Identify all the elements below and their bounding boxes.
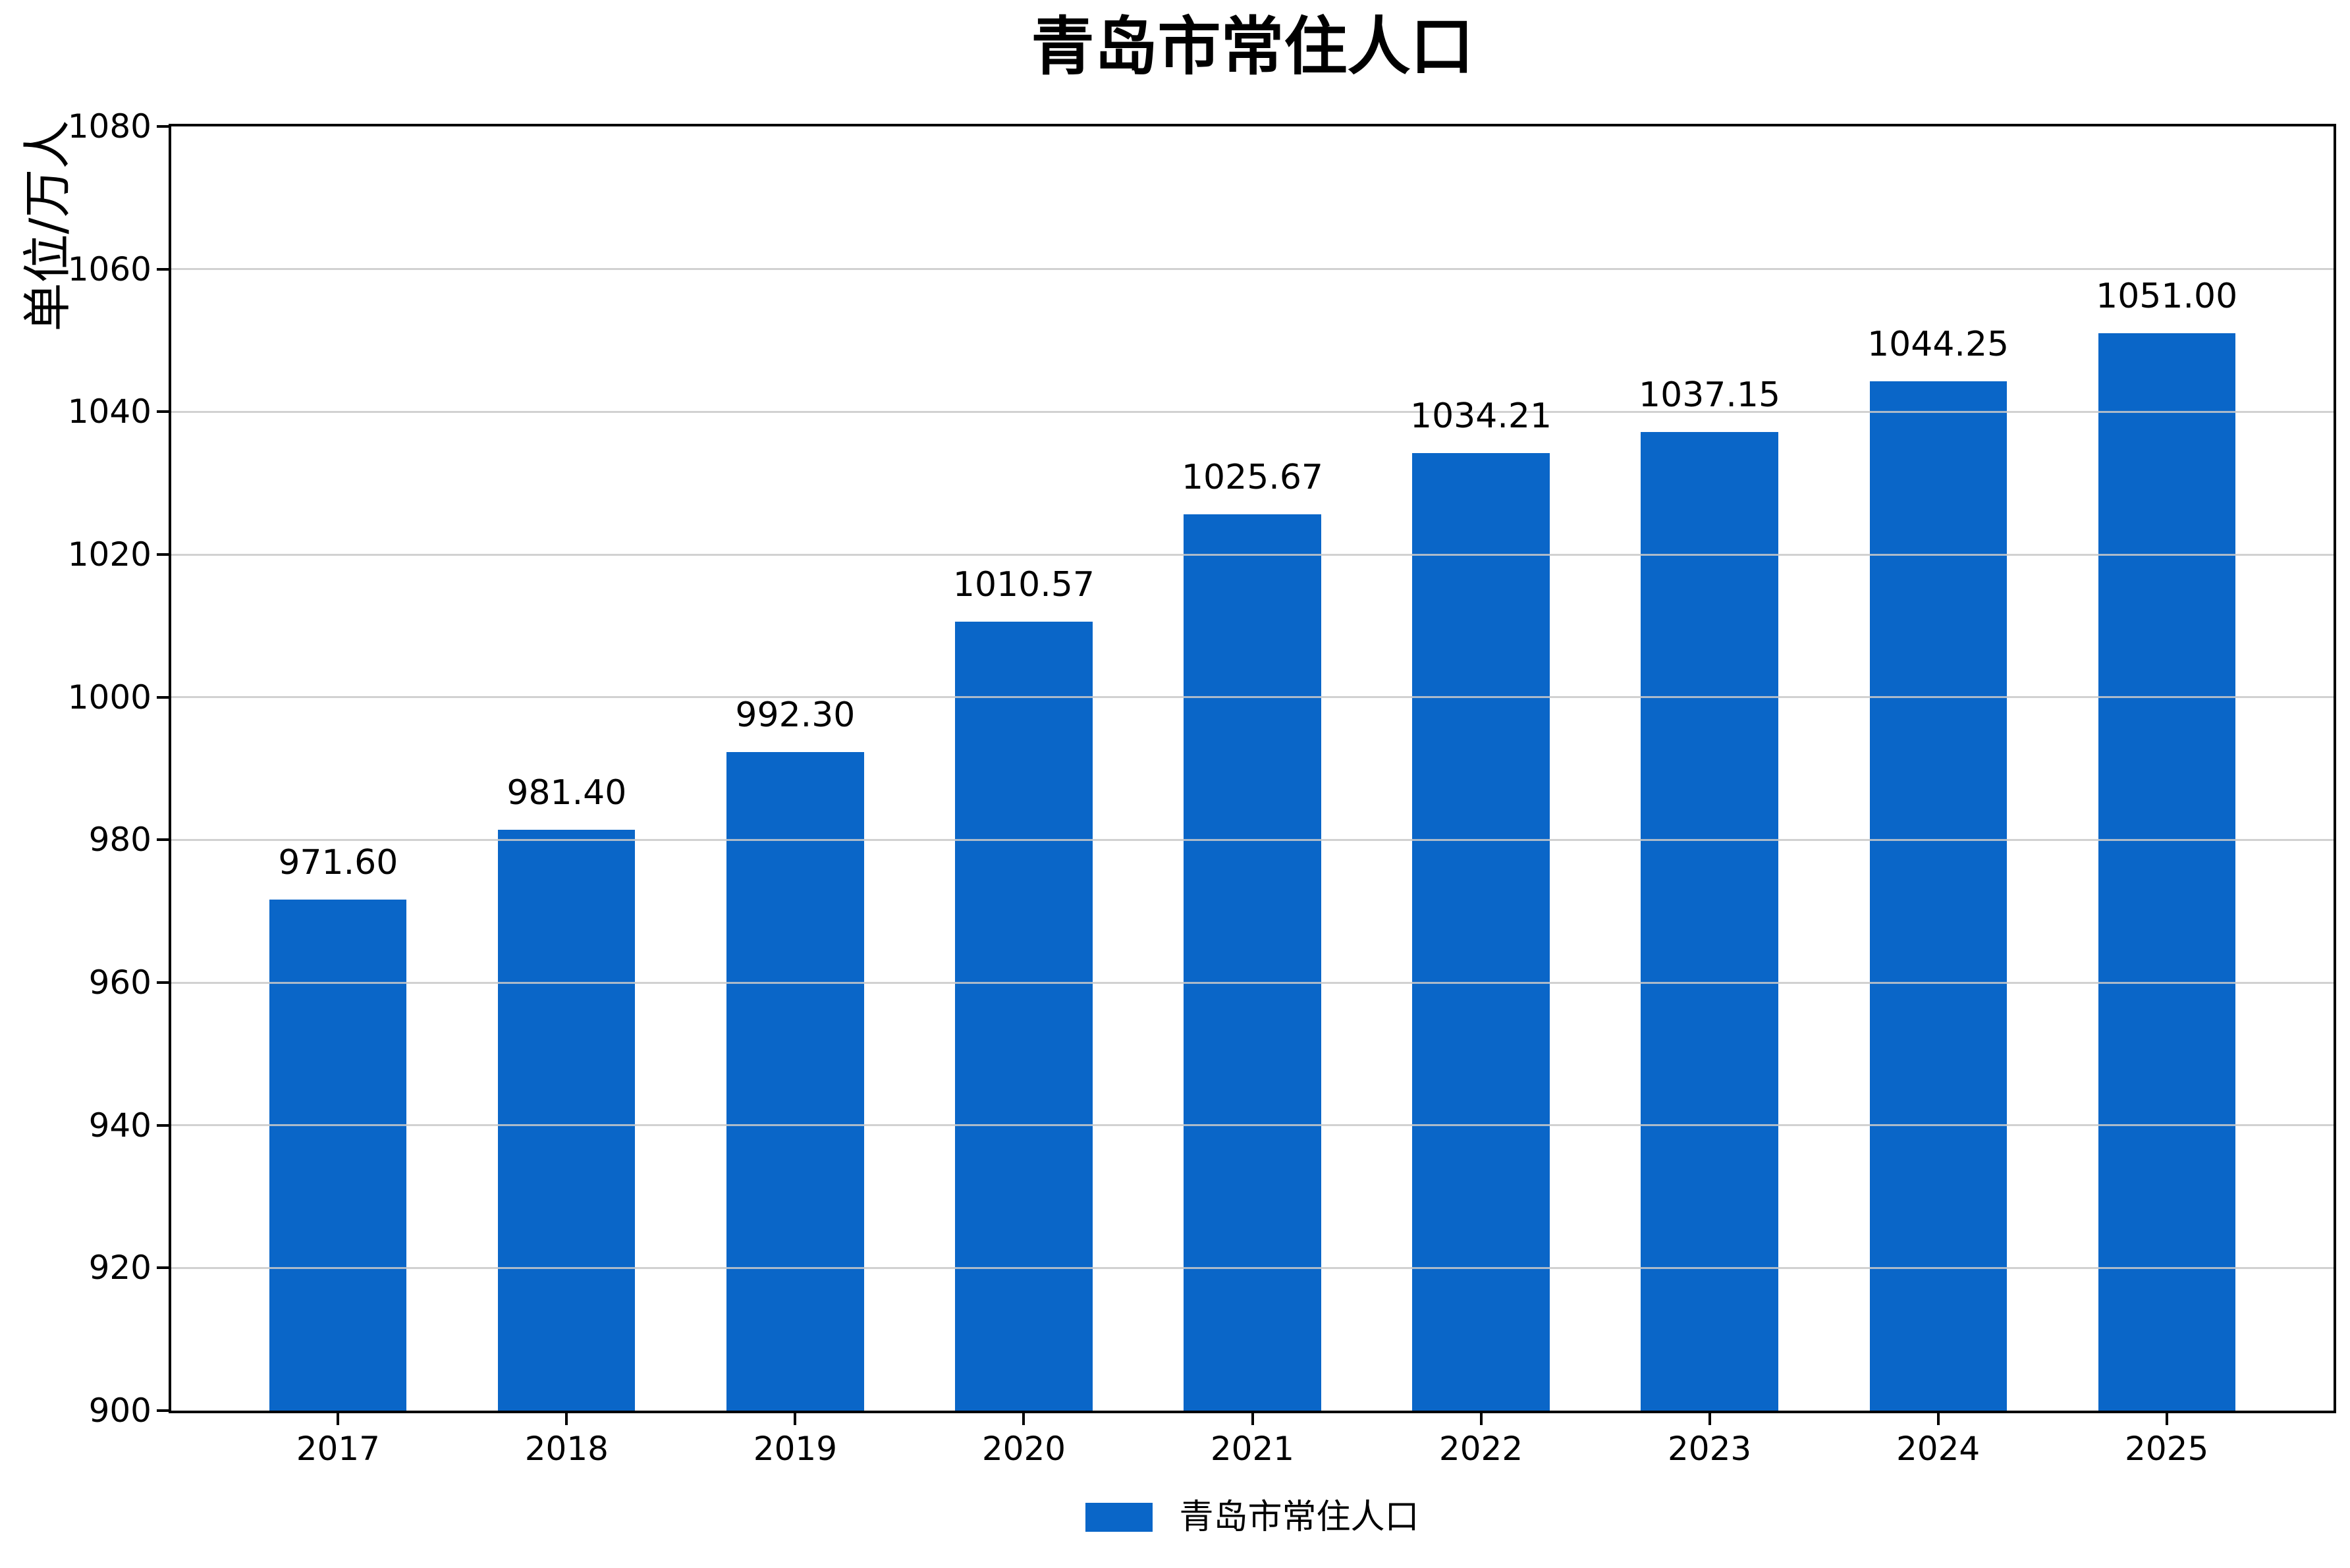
- x-tick-mark: [794, 1413, 797, 1425]
- y-tick-label: 1080: [67, 107, 151, 146]
- x-tick-label: 2023: [1667, 1430, 1752, 1468]
- bar-value-label: 1034.21: [1410, 396, 1552, 437]
- y-tick-label: 1020: [67, 535, 151, 574]
- bar-value-label: 992.30: [735, 695, 856, 736]
- grid-layer: [171, 126, 2334, 1411]
- x-tick-mark: [2165, 1413, 2168, 1425]
- y-tick-label: 940: [88, 1106, 151, 1145]
- x-tick-mark: [1479, 1413, 1483, 1425]
- y-tick-label: 980: [88, 821, 151, 859]
- y-tick-mark: [157, 1266, 169, 1270]
- grid-line: [171, 696, 2334, 699]
- chart-title: 青岛市常住人口: [1031, 10, 1474, 84]
- y-tick-label: 960: [88, 963, 151, 1002]
- legend-swatch: [1085, 1503, 1153, 1532]
- y-tick-mark: [157, 981, 169, 984]
- y-tick-label: 920: [88, 1249, 151, 1287]
- grid-line: [171, 410, 2334, 413]
- x-tick-mark: [1708, 1413, 1711, 1425]
- x-tick-label: 2021: [1210, 1430, 1295, 1468]
- y-tick-label: 1040: [67, 392, 151, 431]
- bar-value-label: 1010.57: [952, 565, 1095, 605]
- x-tick-mark: [1251, 1413, 1254, 1425]
- y-tick-mark: [157, 410, 169, 414]
- x-tick-label: 2017: [296, 1430, 380, 1468]
- bar: [1184, 514, 1321, 1411]
- y-tick-mark: [157, 267, 169, 271]
- bars-layer: [171, 126, 2334, 1411]
- plot-area: 971.60 981.40 992.30 1010.57 1025.67 1034.21 1…: [169, 124, 2336, 1413]
- x-tick-label: 2025: [2125, 1430, 2209, 1468]
- bar-value-label: 1044.25: [1867, 325, 2009, 365]
- y-tick-mark: [157, 553, 169, 556]
- bar: [269, 900, 407, 1411]
- y-axis-label: 单位/万人: [19, 120, 76, 332]
- x-tick-mark: [1022, 1413, 1025, 1425]
- grid-line: [171, 838, 2334, 841]
- grid-line: [171, 1266, 2334, 1269]
- y-tick-label: 900: [88, 1392, 151, 1430]
- x-tick-mark: [565, 1413, 568, 1425]
- grid-line: [171, 981, 2334, 984]
- y-tick-mark: [157, 1409, 169, 1412]
- bar: [955, 622, 1093, 1411]
- y-tick-label: 1000: [67, 678, 151, 716]
- y-tick-label: 1060: [67, 250, 151, 288]
- x-tick-mark: [1936, 1413, 1940, 1425]
- bar: [1869, 381, 2007, 1411]
- grid-line: [171, 1124, 2334, 1127]
- legend: 青岛市常住人口: [171, 1496, 2334, 1538]
- y-tick-mark: [157, 1123, 169, 1127]
- bar-value-label: 1025.67: [1181, 457, 1324, 497]
- bar: [2098, 333, 2235, 1411]
- y-tick-mark: [157, 838, 169, 842]
- y-tick-mark: [157, 695, 169, 699]
- bar-value-label: 981.40: [506, 773, 627, 813]
- x-tick-label: 2018: [524, 1430, 609, 1468]
- x-tick-mark: [337, 1413, 340, 1425]
- x-tick-label: 2024: [1896, 1430, 1981, 1468]
- bar-value-label: 1051.00: [2096, 277, 2238, 317]
- bar: [1641, 432, 1778, 1411]
- y-tick-mark: [157, 125, 169, 128]
- x-tick-label: 2019: [753, 1430, 838, 1468]
- bar-value-label: 1037.15: [1639, 375, 1781, 416]
- legend-label: 青岛市常住人口: [1179, 1498, 1419, 1537]
- bar: [726, 752, 864, 1411]
- grid-line: [171, 553, 2334, 556]
- grid-line: [171, 268, 2334, 271]
- bar-value-label: 971.60: [278, 843, 398, 883]
- value-labels-layer: 971.60 981.40 992.30 1010.57 1025.67 1034.21 1…: [171, 126, 2334, 1411]
- bar: [498, 830, 636, 1411]
- bar: [1412, 453, 1550, 1411]
- x-tick-label: 2020: [981, 1430, 1066, 1468]
- x-tick-label: 2022: [1438, 1430, 1523, 1468]
